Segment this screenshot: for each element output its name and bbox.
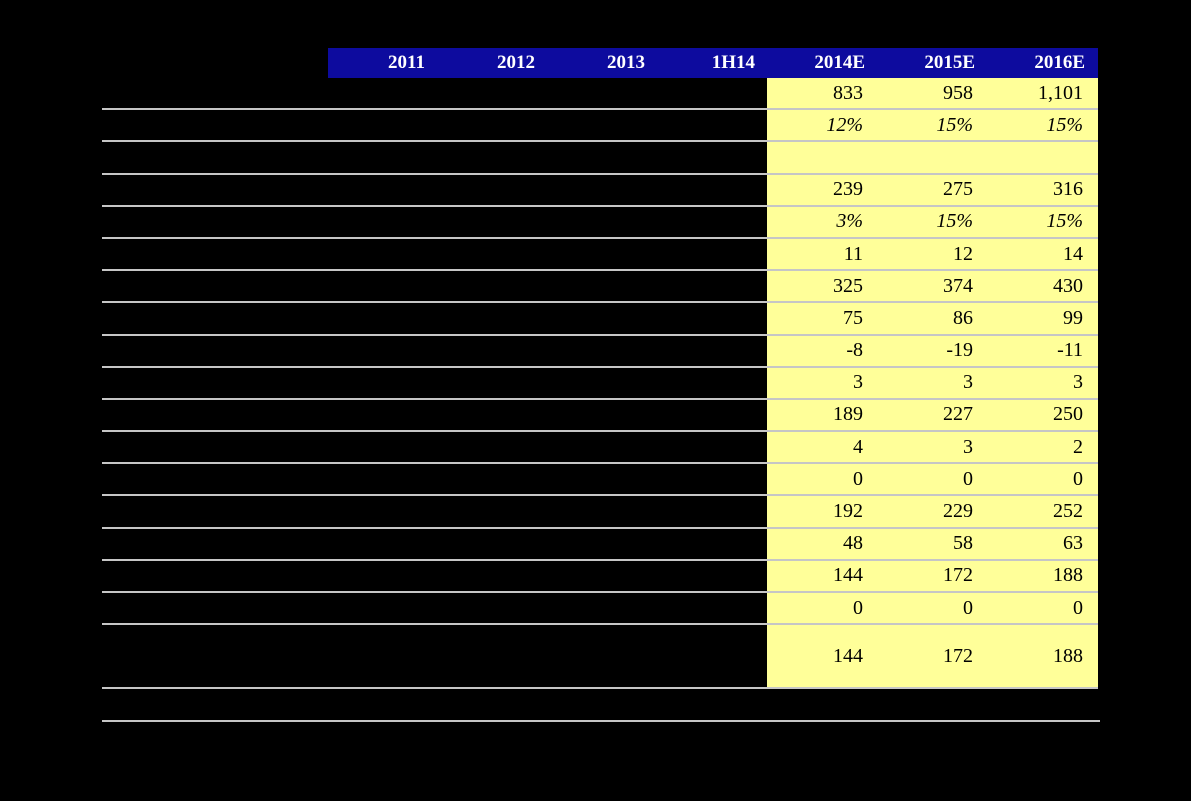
cell-2016e: 252 — [1053, 500, 1083, 523]
cell-2016e: 2 — [1073, 435, 1083, 458]
cell-2014e: 189 — [833, 403, 863, 426]
cell-2016e: 430 — [1053, 274, 1083, 297]
cell-2015e: 58 — [953, 532, 973, 555]
cell-2014e: 239 — [833, 178, 863, 201]
cell-2016e: 0 — [1073, 596, 1083, 619]
cell-2015e: 0 — [963, 467, 973, 490]
cell-2016e: 99 — [1063, 306, 1083, 329]
cell-2015e: 0 — [963, 596, 973, 619]
cell-2016e: 15% — [1046, 113, 1083, 136]
cell-2015e: 3 — [963, 435, 973, 458]
table-row: 48 58 63 — [102, 529, 1098, 561]
cell-2015e: -19 — [946, 339, 973, 362]
table-row: 0 0 0 — [102, 464, 1098, 497]
table-row: 239 275 316 — [102, 175, 1098, 207]
column-header-2012: 2012 — [497, 52, 535, 73]
table-row: 4 3 2 — [102, 432, 1098, 465]
cell-2014e: 144 — [833, 564, 863, 587]
cell-2014e: 3 — [853, 371, 863, 394]
cell-2016e: 63 — [1063, 532, 1083, 555]
cell-2016e: 15% — [1046, 210, 1083, 233]
cell-2015e: 958 — [943, 81, 973, 104]
table-row-total: 144 172 188 — [102, 625, 1098, 689]
table-row: -8 -19 -11 — [102, 336, 1098, 368]
cell-2016e: 14 — [1063, 242, 1083, 265]
cell-2015e: 15% — [936, 113, 973, 136]
table-row: 189 227 250 — [102, 400, 1098, 433]
table-row: 3 3 3 — [102, 368, 1098, 400]
table-row — [102, 142, 1098, 175]
cell-2015e: 374 — [943, 274, 973, 297]
table-row: 12% 15% 15% — [102, 110, 1098, 143]
cell-2016e: 188 — [1053, 644, 1083, 667]
cell-2014e: 0 — [853, 596, 863, 619]
estimate-columns-highlight — [767, 78, 1098, 689]
cell-2016e: 188 — [1053, 564, 1083, 587]
cell-2015e: 15% — [936, 210, 973, 233]
cell-2016e: -11 — [1057, 339, 1083, 362]
cell-2015e: 275 — [943, 178, 973, 201]
cell-2016e: 250 — [1053, 403, 1083, 426]
table-row: 0 0 0 — [102, 593, 1098, 626]
cell-2014e: 48 — [843, 532, 863, 555]
table-row: 11 12 14 — [102, 239, 1098, 272]
column-header-2015e: 2015E — [924, 52, 975, 73]
table-row: 3% 15% 15% — [102, 207, 1098, 239]
cell-2015e: 172 — [943, 564, 973, 587]
column-header-1h14: 1H14 — [711, 52, 755, 73]
column-header-2013: 2013 — [607, 52, 645, 73]
table-row: 75 86 99 — [102, 303, 1098, 336]
cell-2015e: 229 — [943, 500, 973, 523]
cell-2014e: 3% — [836, 210, 863, 233]
cell-2016e: 3 — [1073, 371, 1083, 394]
table-bottom-rule — [102, 720, 1100, 722]
table-header-row: 2011 2012 2013 1H14 2014E 2015E 2016E — [328, 48, 1098, 78]
table-row: 192 229 252 — [102, 496, 1098, 529]
cell-2016e: 0 — [1073, 467, 1083, 490]
cell-2014e: 0 — [853, 467, 863, 490]
cell-2014e: 11 — [843, 242, 863, 265]
table-row: 144 172 188 — [102, 561, 1098, 593]
cell-2014e — [767, 142, 877, 172]
column-header-2014e: 2014E — [814, 52, 865, 73]
table-body: 833 958 1,101 12% 15% 15% 239 275 316 3%… — [102, 78, 1098, 689]
column-header-2016e: 2016E — [1034, 52, 1085, 73]
cell-2015e: 172 — [943, 644, 973, 667]
column-header-2011: 2011 — [388, 52, 425, 73]
cell-2014e: 325 — [833, 274, 863, 297]
cell-2015e: 3 — [963, 371, 973, 394]
cell-2016e — [987, 142, 1097, 172]
cell-2015e — [877, 142, 987, 172]
cell-2014e: -8 — [846, 339, 863, 362]
cell-2014e: 4 — [853, 435, 863, 458]
cell-2014e: 833 — [833, 81, 863, 104]
cell-2014e: 192 — [833, 500, 863, 523]
cell-2014e: 75 — [843, 306, 863, 329]
cell-2014e: 12% — [826, 113, 863, 136]
cell-2015e: 86 — [953, 306, 973, 329]
table-row: 833 958 1,101 — [102, 78, 1098, 111]
cell-2016e: 316 — [1053, 178, 1083, 201]
cell-2015e: 12 — [953, 242, 973, 265]
cell-2015e: 227 — [943, 403, 973, 426]
cell-2014e: 144 — [833, 644, 863, 667]
table-row: 325 374 430 — [102, 271, 1098, 304]
cell-2016e: 1,101 — [1038, 81, 1083, 104]
